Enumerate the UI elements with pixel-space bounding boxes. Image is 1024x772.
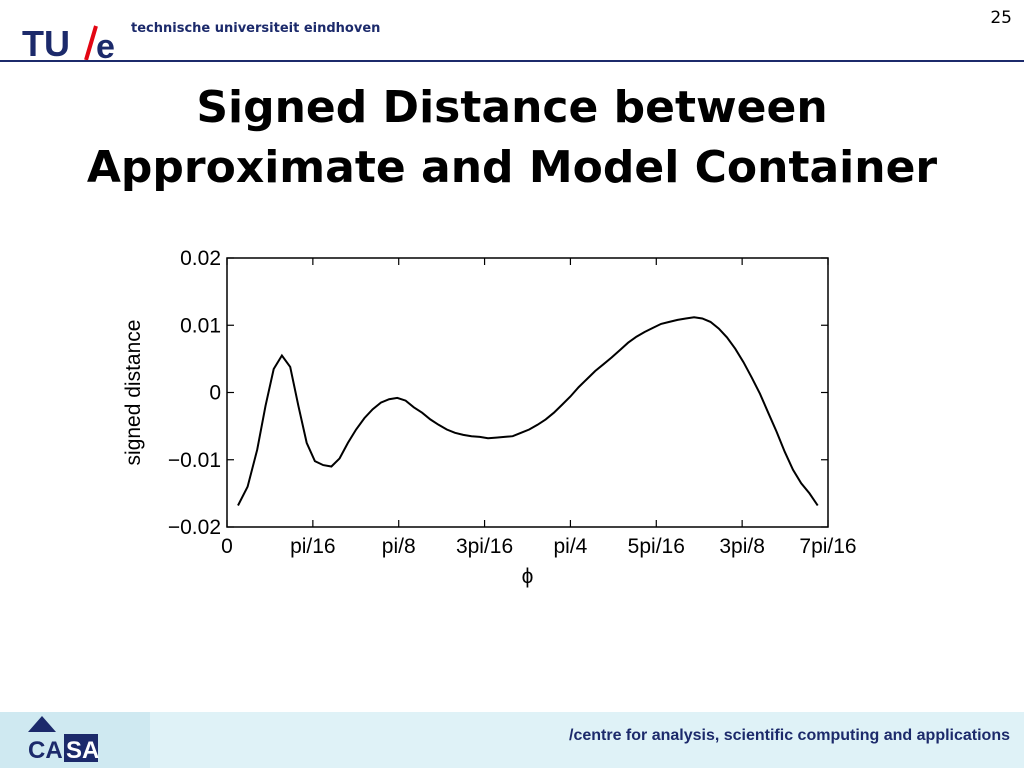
x-tick-label: 5pi/16	[628, 535, 685, 558]
signed-distance-chart: 0.02 0.01 0 −0.01 −0.02 0 pi/16 pi/8 3pi/16 pi/4…	[110, 240, 890, 604]
slide-header: TU e technische universiteit eindhoven 2…	[0, 0, 1024, 66]
tue-logo-e: e	[96, 28, 115, 62]
page-number: 25	[990, 8, 1012, 28]
footer-tagline: /centre for analysis, scientific computi…	[569, 727, 1010, 744]
plot-frame	[226, 257, 829, 528]
casa-logo-graphic: CA SA	[28, 716, 99, 764]
y-tick-label: 0	[209, 382, 221, 405]
header-divider	[0, 60, 1024, 62]
x-axis-label: ϕ	[522, 565, 534, 588]
x-tick-label: pi/8	[382, 535, 416, 558]
casa-logo-box	[64, 734, 98, 762]
slide-title: Signed Distance between Approximate and …	[0, 78, 1024, 198]
x-tick-label: 0	[221, 535, 233, 558]
x-tick-label: pi/4	[553, 535, 587, 558]
y-axis-ticks: 0.02 0.01 0 −0.01 −0.02	[168, 247, 828, 539]
casa-logo: CA SA	[28, 712, 108, 772]
tue-logo-slash	[84, 25, 98, 61]
casa-logo-sa: SA	[66, 737, 99, 764]
slide-footer: CA SA /centre for analysis, scientific c…	[0, 712, 1024, 768]
tue-logo-graphic: TU e	[22, 23, 115, 66]
y-tick-label: −0.02	[168, 516, 221, 539]
casa-roof-icon	[28, 716, 56, 732]
y-tick-label: 0.02	[180, 247, 221, 270]
series-line	[237, 316, 819, 507]
x-tick-label: pi/16	[290, 535, 336, 558]
x-tick-label: 3pi/16	[456, 535, 513, 558]
slide-title-line-1: Signed Distance between	[196, 82, 828, 133]
slide-title-line-2: Approximate and Model Container	[86, 142, 938, 193]
university-name: technische universiteit eindhoven	[131, 21, 381, 36]
tue-logo-tu: TU	[22, 23, 70, 62]
y-tick-label: 0.01	[180, 314, 221, 337]
x-axis-ticks: 0 pi/16 pi/8 3pi/16 pi/4 5pi/16 3pi/8 7pi/16	[221, 258, 857, 558]
x-tick-label: 7pi/16	[799, 535, 856, 558]
y-tick-label: −0.01	[168, 449, 221, 472]
y-axis-label: signed distance	[122, 320, 145, 466]
x-tick-label: 3pi/8	[719, 535, 765, 558]
chart-svg: 0.02 0.01 0 −0.01 −0.02 0 pi/16 pi/8 3pi/16 pi/4…	[122, 247, 857, 588]
tue-logo: TU e	[22, 22, 122, 66]
casa-logo-ca: CA	[28, 737, 63, 764]
